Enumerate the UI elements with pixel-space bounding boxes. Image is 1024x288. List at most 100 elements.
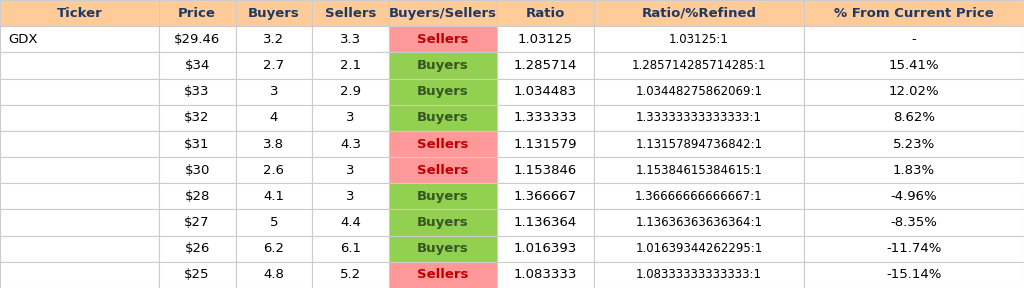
Text: 1.366667: 1.366667 [514,190,577,203]
Text: 1.083333: 1.083333 [514,268,577,281]
Bar [0,0,159,26]
Text: $32: $32 [184,111,210,124]
Bar [804,52,1024,79]
Bar [159,52,236,79]
Text: $33: $33 [184,85,210,98]
Bar [159,262,236,288]
Text: $34: $34 [184,59,210,72]
Text: 3: 3 [269,85,279,98]
Text: 1.333333: 1.333333 [513,111,578,124]
Bar [312,105,389,131]
Text: 1.136364: 1.136364 [514,216,577,229]
Bar [236,183,312,209]
Bar [0,26,159,52]
Text: $25: $25 [184,268,210,281]
Bar [389,0,497,26]
Bar [594,236,804,262]
Bar [497,183,594,209]
Text: 3.8: 3.8 [263,137,285,151]
Bar [312,131,389,157]
Text: Buyers: Buyers [417,111,469,124]
Bar [159,183,236,209]
Bar [0,131,159,157]
Bar [804,79,1024,105]
Text: 2.9: 2.9 [340,85,361,98]
Text: 4.8: 4.8 [263,268,285,281]
Text: Buyers: Buyers [417,216,469,229]
Bar [497,131,594,157]
Bar [312,0,389,26]
Bar [594,131,804,157]
Bar [594,79,804,105]
Text: 6.1: 6.1 [340,242,361,255]
Text: -8.35%: -8.35% [891,216,937,229]
Text: 1.83%: 1.83% [893,164,935,177]
Text: $28: $28 [184,190,210,203]
Text: 2.1: 2.1 [340,59,361,72]
Text: 1.33333333333333:1: 1.33333333333333:1 [636,111,762,124]
Bar [0,236,159,262]
Text: 1.15384615384615:1: 1.15384615384615:1 [636,164,762,177]
Bar [594,157,804,183]
Bar [389,157,497,183]
Bar [594,262,804,288]
Text: 1.01639344262295:1: 1.01639344262295:1 [635,242,763,255]
Text: 5: 5 [269,216,279,229]
Bar [594,0,804,26]
Bar [594,183,804,209]
Bar [236,131,312,157]
Text: 3.2: 3.2 [263,33,285,46]
Bar [804,131,1024,157]
Bar [236,262,312,288]
Text: $26: $26 [184,242,210,255]
Bar [497,0,594,26]
Bar [594,105,804,131]
Bar [497,26,594,52]
Bar [497,52,594,79]
Text: 3: 3 [346,190,355,203]
Text: 1.285714: 1.285714 [514,59,577,72]
Text: GDX: GDX [8,33,38,46]
Bar [236,79,312,105]
Text: Ticker: Ticker [56,7,102,20]
Text: 6.2: 6.2 [263,242,285,255]
Bar [804,262,1024,288]
Text: Sellers: Sellers [417,33,469,46]
Text: 2.6: 2.6 [263,164,285,177]
Bar [594,26,804,52]
Bar [312,209,389,236]
Bar [804,0,1024,26]
Bar [389,79,497,105]
Bar [389,183,497,209]
Bar [497,105,594,131]
Text: 5.2: 5.2 [340,268,361,281]
Text: 12.02%: 12.02% [889,85,939,98]
Bar [389,209,497,236]
Bar [594,52,804,79]
Text: $27: $27 [184,216,210,229]
Bar [159,105,236,131]
Text: Price: Price [178,7,216,20]
Bar [236,0,312,26]
Text: $31: $31 [184,137,210,151]
Bar [804,105,1024,131]
Bar [497,262,594,288]
Bar [236,209,312,236]
Bar [497,157,594,183]
Text: 1.131579: 1.131579 [513,137,578,151]
Text: 5.23%: 5.23% [893,137,935,151]
Text: Sellers: Sellers [417,137,469,151]
Text: 1.03448275862069:1: 1.03448275862069:1 [635,85,763,98]
Text: Ratio/%Refined: Ratio/%Refined [641,7,757,20]
Text: Buyers: Buyers [417,85,469,98]
Text: 1.03125:1: 1.03125:1 [669,33,729,46]
Bar [804,157,1024,183]
Bar [389,105,497,131]
Bar [389,131,497,157]
Bar [236,236,312,262]
Bar [0,262,159,288]
Bar [159,236,236,262]
Bar [594,209,804,236]
Bar [312,262,389,288]
Text: 3: 3 [346,164,355,177]
